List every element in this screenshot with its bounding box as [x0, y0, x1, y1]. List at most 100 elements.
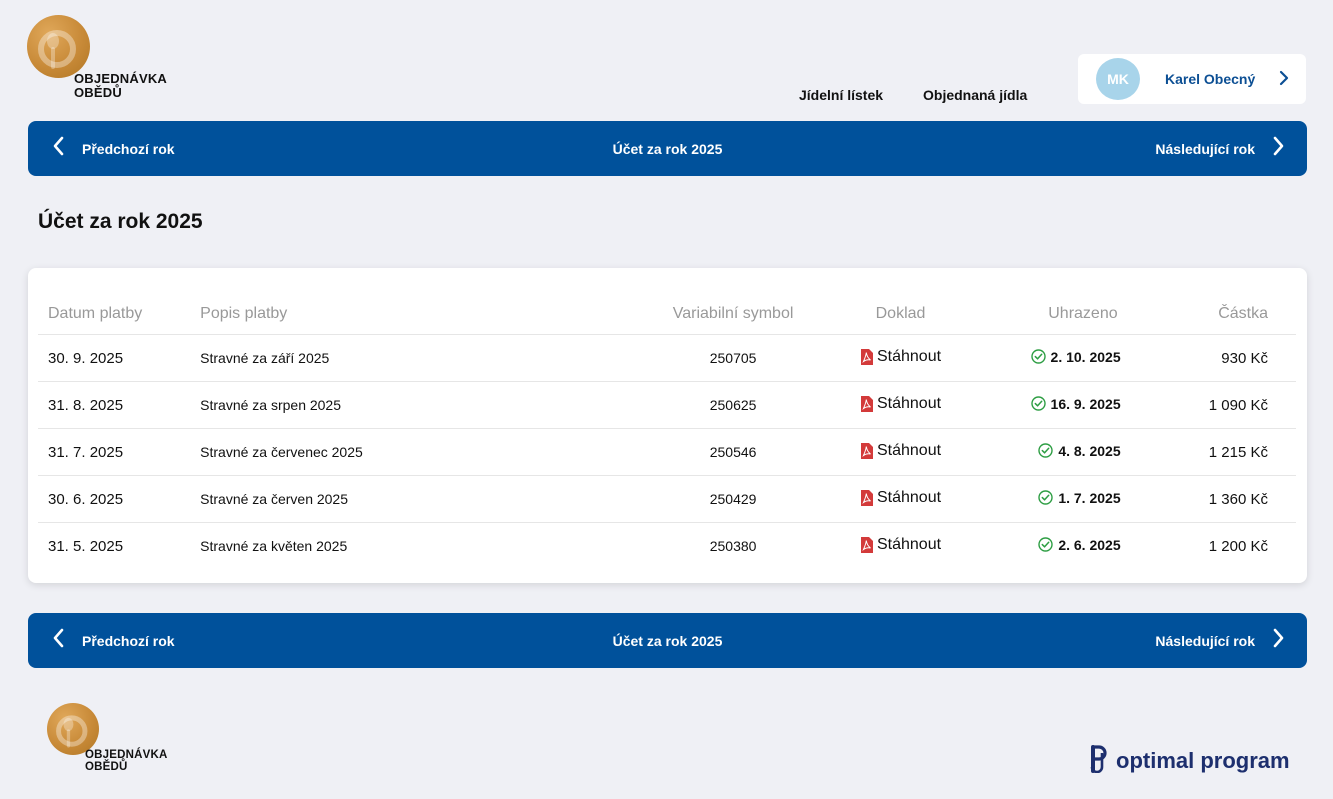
previous-year-button[interactable]: Předchozí rok [52, 121, 175, 176]
download-link[interactable]: Stáhnout [860, 348, 941, 366]
next-year-label: Následující rok [1155, 140, 1255, 157]
paid-status: 4. 8. 2025 [1038, 442, 1121, 459]
table-row: 30. 6. 2025 Stravné za červen 2025 25042… [38, 475, 1296, 523]
optimal-program-icon [1088, 743, 1110, 778]
brand-name: OBJEDNÁVKA OBĚDŮ [85, 749, 168, 773]
pdf-icon [860, 349, 873, 365]
payment-amount: 1 215 Kč [1120, 428, 1296, 476]
payment-description: Stravné za červenec 2025 [200, 428, 630, 476]
paid-status: 2. 10. 2025 [1030, 348, 1121, 365]
table-row: 30. 9. 2025 Stravné za září 2025 250705 … [38, 334, 1296, 382]
next-year-button[interactable]: Následující rok [1155, 613, 1285, 668]
footer-brand-logo[interactable]: OBJEDNÁVKA OBĚDŮ [47, 703, 187, 783]
chevron-right-icon [1271, 628, 1285, 653]
download-label: Stáhnout [876, 442, 942, 459]
col-header-date: Datum platby [38, 294, 201, 335]
table-row: 31. 8. 2025 Stravné za srpen 2025 250625… [38, 381, 1296, 429]
paid-status: 2. 6. 2025 [1038, 536, 1121, 553]
page-title: Účet za rok 2025 [38, 210, 203, 233]
payment-description: Stravné za červen 2025 [200, 475, 630, 523]
pdf-icon [860, 537, 873, 553]
paid-date: 16. 9. 2025 [1050, 395, 1121, 412]
year-navigation-top: Předchozí rok Účet za rok 2025 Následují… [28, 121, 1307, 176]
download-label: Stáhnout [876, 395, 942, 412]
paid-date: 2. 10. 2025 [1050, 348, 1121, 365]
next-year-label: Následující rok [1155, 632, 1255, 649]
user-name: Karel Obecný [1165, 71, 1256, 87]
check-circle-icon [1038, 537, 1054, 552]
previous-year-label: Předchozí rok [82, 140, 175, 157]
download-label: Stáhnout [876, 489, 942, 506]
avatar: MK [1096, 58, 1140, 100]
previous-year-button[interactable]: Předchozí rok [52, 613, 175, 668]
col-header-variable-symbol: Variabilní symbol [630, 294, 837, 335]
variable-symbol: 250705 [630, 334, 837, 382]
col-header-description: Popis platby [200, 294, 630, 335]
vendor-logo[interactable]: optimal program [1088, 743, 1290, 778]
brand-name: OBJEDNÁVKA OBĚDŮ [74, 72, 167, 99]
col-header-amount: Částka [1120, 294, 1296, 335]
pdf-icon [860, 490, 873, 506]
user-menu[interactable]: MK Karel Obecný [1078, 54, 1306, 104]
payment-date: 31. 5. 2025 [48, 537, 124, 555]
check-circle-icon [1030, 396, 1046, 411]
payment-amount: 930 Kč [1120, 334, 1296, 382]
payments-table: Datum platby Popis platby Variabilní sym… [38, 294, 1296, 569]
year-title: Účet za rok 2025 [612, 141, 723, 157]
paid-date: 4. 8. 2025 [1058, 442, 1121, 459]
year-title: Účet za rok 2025 [612, 633, 723, 649]
nav-menu-link[interactable]: Jídelní lístek [799, 87, 884, 103]
check-circle-icon [1038, 443, 1054, 458]
next-year-button[interactable]: Následující rok [1155, 121, 1285, 176]
download-label: Stáhnout [876, 536, 942, 553]
download-link[interactable]: Stáhnout [860, 489, 941, 507]
table-row: 31. 5. 2025 Stravné za květen 2025 25038… [38, 523, 1296, 570]
check-circle-icon [1030, 349, 1046, 364]
variable-symbol: 250380 [709, 538, 757, 554]
payment-date: 31. 8. 2025 [38, 381, 201, 429]
vendor-name: optimal program [1116, 747, 1290, 773]
plate-icon [27, 15, 90, 78]
payment-date: 30. 9. 2025 [38, 334, 201, 382]
brand-line-2: OBĚDŮ [74, 84, 122, 100]
paid-status: 16. 9. 2025 [1030, 395, 1121, 412]
brand-line-2: OBĚDŮ [85, 761, 128, 774]
pdf-icon [860, 396, 873, 412]
payment-description: Stravné za srpen 2025 [200, 381, 630, 429]
nav-orders-link[interactable]: Objednaná jídla [923, 87, 1028, 103]
table-row: 31. 7. 2025 Stravné za červenec 2025 250… [38, 428, 1296, 476]
col-header-document: Doklad [836, 294, 965, 335]
table-header-row: Datum platby Popis platby Variabilní sym… [38, 294, 1296, 335]
brand-line-1: OBJEDNÁVKA [85, 749, 168, 761]
payments-card: Datum platby Popis platby Variabilní sym… [28, 268, 1307, 583]
col-header-paid: Uhrazeno [964, 294, 1121, 335]
payment-description: Stravné za květen 2025 [200, 538, 348, 554]
payment-date: 30. 6. 2025 [38, 475, 201, 523]
brand-line-1: OBJEDNÁVKA [74, 71, 168, 86]
plate-icon [47, 703, 99, 755]
paid-status: 1. 7. 2025 [1038, 489, 1121, 506]
paid-date: 2. 6. 2025 [1058, 536, 1121, 553]
payment-amount: 1 200 Kč [1208, 537, 1268, 555]
chevron-left-icon [52, 628, 66, 653]
pdf-icon [860, 443, 873, 459]
paid-date: 1. 7. 2025 [1058, 489, 1121, 506]
payment-amount: 1 360 Kč [1120, 475, 1296, 523]
chevron-right-icon [1278, 70, 1290, 91]
previous-year-label: Předchozí rok [82, 632, 175, 649]
payment-description: Stravné za září 2025 [200, 334, 630, 382]
brand-logo[interactable]: OBJEDNÁVKA OBĚDŮ [27, 15, 187, 105]
payment-amount: 1 090 Kč [1120, 381, 1296, 429]
year-navigation-bottom: Předchozí rok Účet za rok 2025 Následují… [28, 613, 1307, 668]
variable-symbol: 250429 [630, 475, 837, 523]
payment-date: 31. 7. 2025 [38, 428, 201, 476]
check-circle-icon [1038, 490, 1054, 505]
variable-symbol: 250625 [630, 381, 837, 429]
download-label: Stáhnout [876, 348, 942, 365]
chevron-right-icon [1271, 136, 1285, 161]
download-link[interactable]: Stáhnout [860, 442, 941, 460]
download-link[interactable]: Stáhnout [860, 395, 941, 413]
download-link[interactable]: Stáhnout [860, 536, 941, 554]
variable-symbol: 250546 [630, 428, 837, 476]
chevron-left-icon [52, 136, 66, 161]
